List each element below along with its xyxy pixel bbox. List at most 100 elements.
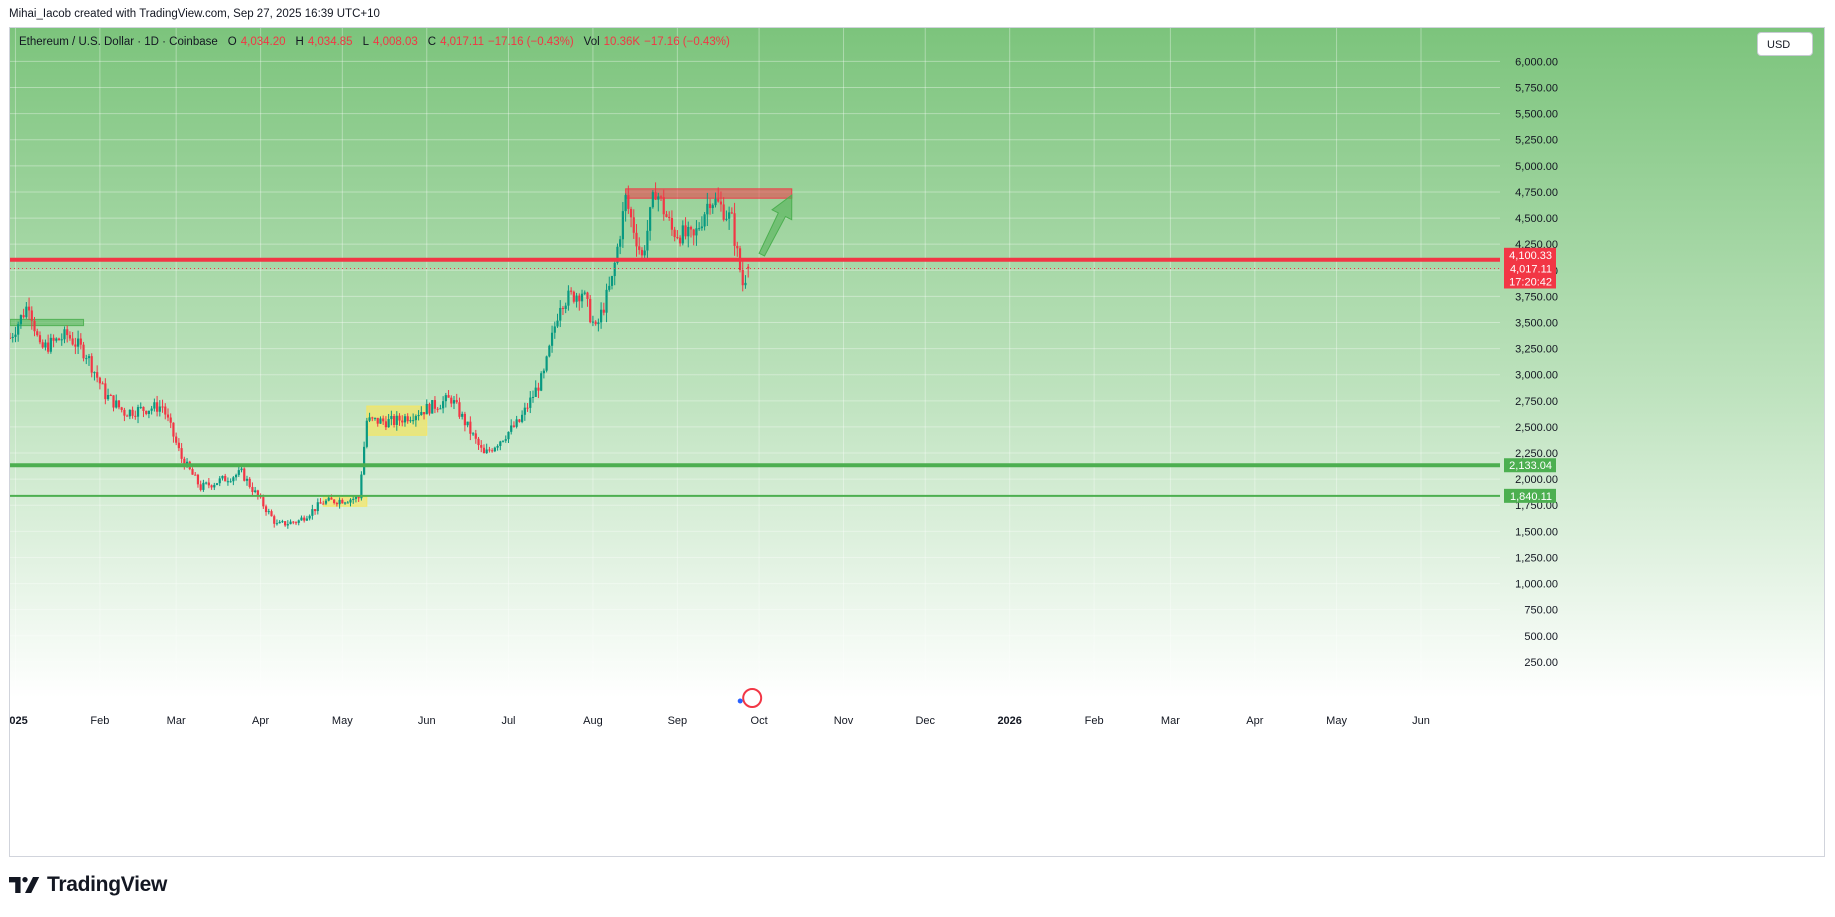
price-axis-label: 6,000.00 (1515, 56, 1558, 68)
candle-body (115, 400, 118, 408)
time-axis-label: Jun (1412, 715, 1430, 727)
candle-body (654, 192, 657, 200)
candle-body (322, 503, 325, 505)
candle-body (640, 249, 644, 256)
candle-body (398, 415, 401, 421)
candle-body (166, 414, 170, 418)
candle-body (41, 342, 44, 348)
candle-body (139, 406, 142, 408)
candle-body (126, 415, 129, 417)
time-axis-label: 2025 (10, 715, 28, 727)
time-axis-label: Apr (1246, 715, 1263, 727)
high-key: H (295, 36, 304, 48)
candle-body (559, 307, 562, 321)
open-key: O (227, 36, 237, 48)
candle-body (531, 396, 535, 398)
candle-body (471, 433, 475, 435)
candle-body (68, 335, 72, 339)
candle-body (403, 416, 407, 423)
candle-body (294, 522, 298, 524)
candle-body (134, 415, 137, 417)
candle-body (548, 345, 551, 357)
chart-area[interactable]: 250.00 500.00 750.00 1,000.00 1,250.00 1,500.… (9, 27, 1825, 857)
price-axis-label: 5,000.00 (1515, 161, 1558, 173)
candle-body (452, 400, 456, 404)
price-axis-label: 3,500.00 (1515, 317, 1558, 329)
candle-body (71, 338, 74, 345)
candle-body (687, 226, 690, 237)
candle-body (657, 196, 660, 200)
supply-zone (625, 188, 793, 199)
tradingview-logo[interactable]: TradingView (9, 873, 167, 897)
candle-body (521, 414, 524, 422)
support-price-tag-1-bg (1504, 458, 1556, 473)
candle-body (534, 387, 537, 397)
candle-body (245, 478, 249, 481)
candle-body (556, 320, 559, 327)
candle-body (692, 229, 695, 236)
symbol-name[interactable]: Ethereum / U.S. Dollar · 1D · Coinbase (19, 36, 218, 48)
candle-body (646, 230, 649, 251)
candle-body (308, 515, 311, 519)
candle-body (668, 216, 671, 219)
candle-body (659, 196, 663, 198)
candle-body (728, 212, 731, 219)
candle-body (632, 217, 635, 233)
candle-body (442, 401, 445, 409)
candle-body (469, 421, 472, 434)
time-axis-label: 2026 (997, 715, 1021, 727)
candle-body (662, 197, 665, 215)
candle-body (354, 496, 358, 499)
candle-body (545, 356, 548, 371)
candle-body (491, 450, 494, 452)
candle-body (621, 211, 624, 240)
candle-body (104, 383, 107, 400)
candle-body (229, 481, 232, 483)
candle-body (248, 478, 251, 487)
change-value: −17.16 (−0.43%) (487, 36, 574, 48)
candle-body (33, 320, 36, 332)
candle-body (17, 324, 20, 335)
candle-body (281, 521, 284, 523)
candle-body (11, 336, 14, 338)
candle-body (164, 406, 167, 415)
candle-body (406, 416, 409, 422)
candle-body (36, 331, 39, 336)
candle-body (14, 334, 17, 337)
tradingview-logo-icon (9, 877, 40, 893)
candle-body (251, 486, 254, 492)
time-axis-label: Feb (1085, 715, 1104, 727)
currency-button[interactable]: USD (1757, 32, 1813, 56)
support-price-tag-2-bg (1504, 488, 1556, 503)
candle-body (717, 198, 720, 202)
chart-canvas[interactable]: 250.00 500.00 750.00 1,000.00 1,250.00 1,500.… (10, 28, 1825, 857)
candle-body (365, 420, 368, 447)
candle-body (665, 214, 668, 217)
candle-body (605, 289, 608, 313)
candle-body (27, 306, 31, 311)
candle-body (643, 250, 646, 256)
candle-body (207, 482, 210, 486)
candle-body (504, 439, 507, 441)
candle-body (376, 417, 379, 424)
candle-body (335, 502, 338, 505)
candle-body (289, 521, 292, 525)
price-axis-label: 1,250.00 (1515, 552, 1558, 564)
candle-body (213, 484, 216, 488)
candle-body (515, 419, 518, 427)
candle-body (409, 420, 412, 422)
candle-body (136, 407, 140, 417)
price-axis-label: 3,000.00 (1515, 370, 1558, 382)
candle-body (431, 400, 434, 414)
candle-body (175, 436, 178, 443)
candle-body (390, 416, 393, 420)
candle-body (338, 499, 341, 505)
candle-body (161, 406, 164, 408)
time-axis-label: Mar (1161, 715, 1180, 727)
candle-body (169, 417, 172, 423)
candle-body (485, 449, 488, 454)
price-axis-label: 1,000.00 (1515, 579, 1558, 591)
candle-body (719, 201, 723, 205)
candle-body (286, 524, 289, 526)
candle-body (180, 448, 183, 459)
